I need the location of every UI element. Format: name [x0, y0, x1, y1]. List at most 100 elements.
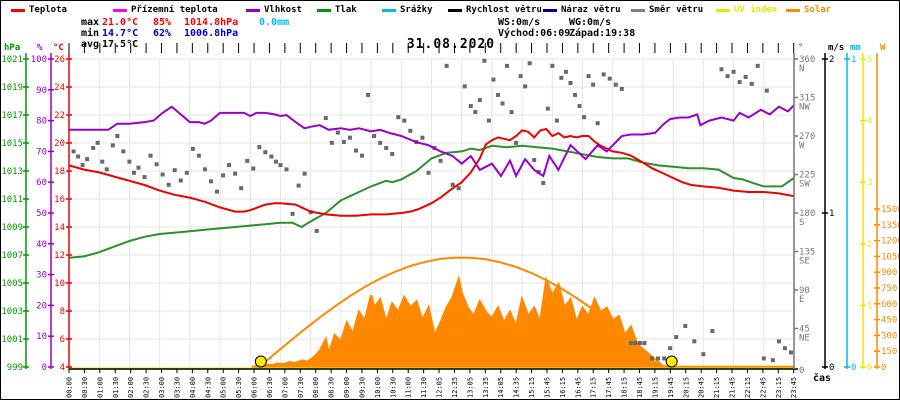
wind-direction-dot	[662, 356, 667, 361]
svg-text:14:05: 14:05	[497, 377, 505, 398]
svg-text:05:30: 05:30	[235, 377, 243, 398]
wind-direction-dot	[263, 150, 268, 155]
wind-direction-dot	[148, 153, 153, 158]
svg-text:0: 0	[881, 363, 886, 373]
svg-text:10:30: 10:30	[389, 377, 397, 398]
svg-text:20: 20	[36, 301, 47, 311]
wind-direction-dot	[245, 158, 250, 163]
precipitation-legend-swatch	[382, 8, 396, 12]
max-humidity-value: 85%	[153, 17, 172, 28]
svg-text:04:00: 04:00	[189, 377, 197, 398]
svg-text:0: 0	[851, 363, 856, 373]
legend-item-wind-speed: Rychlost větru	[448, 5, 542, 15]
svg-text:1017: 1017	[1, 111, 23, 121]
svg-text:09:00: 09:00	[343, 377, 351, 398]
wind-direction-dot	[396, 115, 401, 120]
legend-label: Vlhkost	[264, 5, 302, 15]
wind-direction-dot	[420, 135, 425, 140]
svg-text:0: 0	[799, 366, 804, 376]
wind-direction-dot	[178, 178, 183, 183]
svg-text:70: 70	[36, 147, 47, 157]
wind-gust-info: WG:0m/s	[569, 17, 612, 28]
wind-direction-dot	[582, 115, 587, 120]
wind-direction-dot	[628, 341, 633, 346]
svg-text:00:30: 00:30	[81, 377, 89, 398]
wind-direction-dot	[668, 346, 673, 351]
wind-direction-dot	[335, 130, 340, 135]
svg-text:1350: 1350	[881, 221, 899, 231]
wind-direction-dot	[683, 323, 688, 328]
wind-direction-dot	[384, 145, 389, 150]
svg-text:N: N	[799, 64, 804, 74]
legend-item-pressure: Tlak	[317, 5, 357, 15]
svg-text:1009: 1009	[1, 223, 23, 233]
svg-text:E: E	[799, 295, 804, 305]
svg-text:40: 40	[36, 240, 47, 250]
sunrise-marker	[254, 355, 267, 368]
legend-item-solar: Solar	[786, 5, 831, 15]
legend-label: Srážky	[400, 5, 433, 15]
wind-direction-dot	[505, 63, 510, 68]
wind-direction-dot	[426, 170, 431, 175]
wind-direction-dot	[115, 134, 120, 138]
svg-text:4: 4	[867, 117, 872, 127]
svg-text:22:15: 22:15	[744, 377, 752, 398]
legend-item-ground-temperature: Přízemní teplota	[113, 5, 218, 15]
wind-direction-dot	[408, 128, 413, 133]
legend-item-wind-direction: Směr větru	[631, 5, 703, 15]
svg-text:24: 24	[54, 83, 65, 93]
svg-text:08:00: 08:00	[312, 377, 320, 398]
svg-text:°: °	[798, 43, 803, 53]
svg-text:18:15: 18:15	[621, 377, 629, 398]
wind-direction-dot	[273, 159, 278, 164]
wind-direction-dot	[314, 228, 319, 233]
svg-text:5: 5	[867, 55, 872, 65]
max-label: max	[81, 17, 100, 28]
svg-text:09:30: 09:30	[358, 377, 366, 398]
wind-direction-dot	[532, 157, 537, 162]
wind-direction-dot	[196, 153, 201, 158]
legend-label: Náraz větru	[561, 5, 621, 15]
wind-direction-dot	[550, 63, 555, 68]
wind-direction-legend-swatch	[631, 8, 645, 12]
wind-direction-dot	[770, 358, 775, 363]
svg-text:1: 1	[829, 209, 834, 219]
svg-text:225: 225	[799, 171, 815, 181]
humidity-legend-swatch	[246, 8, 260, 12]
wind-direction-dot	[719, 67, 724, 72]
wind-direction-dot	[100, 159, 105, 164]
wind-direction-dot	[154, 162, 159, 167]
wind-gust-legend-swatch	[543, 8, 557, 12]
svg-text:17:45: 17:45	[605, 377, 613, 398]
wind-direction-dot	[477, 98, 482, 103]
temperature-line	[68, 127, 795, 217]
wind-direction-dot	[296, 183, 301, 188]
temperature-legend-swatch	[11, 8, 25, 12]
wind-direction-dot	[495, 92, 500, 97]
min-humidity-value: 62%	[153, 28, 172, 39]
wind-direction-dot	[559, 75, 564, 80]
svg-text:270: 270	[799, 132, 815, 142]
svg-text:4: 4	[60, 363, 65, 373]
wind-direction-dot	[761, 356, 766, 361]
wind-direction-dot	[619, 86, 624, 91]
svg-text:19:45: 19:45	[667, 377, 675, 398]
legend-label: Solar	[804, 5, 832, 15]
wind-direction-dot	[523, 84, 528, 89]
wind-direction-dot	[233, 171, 238, 176]
svg-text:03:30: 03:30	[173, 377, 181, 398]
wind-direction-dot	[737, 80, 742, 85]
wind-direction-dot	[341, 139, 346, 144]
svg-text:mm: mm	[850, 43, 861, 53]
svg-text:900: 900	[881, 268, 897, 278]
wind-direction-dot	[347, 135, 352, 140]
wind-direction-dot	[329, 140, 334, 145]
svg-text:19:15: 19:15	[651, 377, 659, 398]
svg-text:NW: NW	[799, 103, 810, 113]
wind-direction-dot	[104, 167, 109, 172]
wind-direction-dot	[353, 148, 358, 153]
wind-direction-dot	[500, 101, 505, 106]
wind-direction-dot	[402, 118, 407, 123]
svg-text:2: 2	[829, 55, 834, 65]
